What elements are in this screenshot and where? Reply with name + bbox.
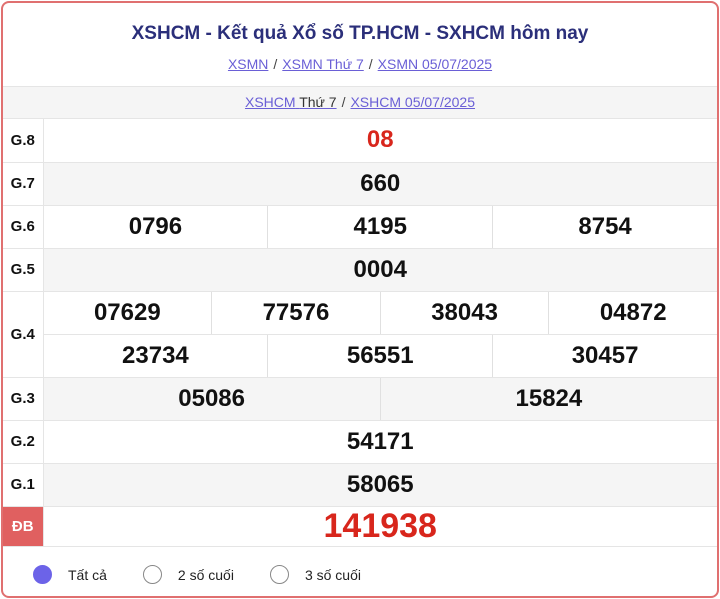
prize-value: 8754 [578, 212, 632, 240]
prize-label: G.4 [3, 291, 44, 378]
table-row: G.7 660 [3, 162, 717, 206]
prize-value: 30457 [571, 341, 639, 369]
radio-selected-icon[interactable] [33, 565, 52, 584]
prize-value: 660 [43, 162, 717, 206]
prize-value: 08 [43, 119, 717, 163]
prize-label: G.3 [3, 377, 44, 421]
prize-value: 77576 [212, 291, 381, 334]
prize-value: 58065 [43, 463, 717, 507]
sub-breadcrumb: XSHCM Thứ 7/XSHCM 05/07/2025 [3, 86, 717, 119]
prize-label: G.6 [3, 205, 44, 249]
prize-value: 15824 [515, 384, 583, 412]
prize-label: G.5 [3, 248, 44, 292]
prize-label: G.2 [3, 420, 44, 464]
special-prize-value: 141938 [43, 506, 717, 547]
filter-label: 3 số cuối [304, 566, 361, 583]
prize-value: 23734 [44, 334, 269, 377]
breadcrumb: XSMN / XSMN Thứ 7/XSMN 05/07/2025 [227, 56, 493, 72]
page-title: XSHCM - Kết quả Xổ số TP.HCM - SXHCM hôm… [131, 23, 589, 44]
radio-icon[interactable] [142, 565, 162, 584]
prize-value: 07629 [44, 291, 213, 334]
prize-value: 56551 [268, 334, 494, 377]
results-table: G.8 08 G.7 660 G.6 0796 4195 8754 G.5 0004 G.4… [3, 119, 717, 547]
table-row: G.1 58065 [3, 463, 717, 507]
table-row: G.3 05086 15824 [3, 377, 717, 421]
prize-label: G.1 [3, 463, 44, 507]
prize-label: G.7 [3, 162, 44, 206]
table-row: G.6 0796 4195 8754 [3, 205, 717, 249]
radio-icon[interactable] [269, 565, 289, 584]
prize-value: 54171 [43, 420, 717, 464]
prize-value: 4195 [268, 205, 494, 248]
prize-value: 05086 [44, 377, 381, 420]
link-xshcm-thu7[interactable]: XSHCM Thứ 7 [244, 94, 337, 110]
table-row: G.4 07629 77576 38043 04872 23734 56551 30457 [3, 291, 717, 378]
prize-label-special: ĐB [3, 506, 44, 547]
filter-last-2[interactable]: 2 số cuối [142, 565, 234, 584]
table-row: G.5 0004 [3, 248, 717, 292]
prize-value: 04872 [599, 298, 667, 326]
filter-label: Tất cả [68, 566, 107, 583]
prize-value: 38043 [381, 291, 550, 334]
link-xshcm-date[interactable]: XSHCM 05/07/2025 [350, 94, 475, 110]
prize-value: 0004 [43, 248, 717, 292]
table-row: G.8 08 [3, 119, 717, 163]
filter-last-3[interactable]: 3 số cuối [269, 565, 361, 584]
filter-all[interactable]: Tất cả [33, 565, 107, 584]
breadcrumb-xsmn-thu7[interactable]: XSMN Thứ 7 [282, 56, 364, 72]
table-row: ĐB 141938 [3, 506, 717, 547]
breadcrumb-xsmn-date[interactable]: XSMN 05/07/2025 [377, 56, 493, 72]
breadcrumb-xsmn[interactable]: XSMN [227, 56, 269, 72]
table-row: G.2 54171 [3, 420, 717, 464]
prize-label: G.8 [3, 119, 44, 163]
prize-value: 0796 [44, 205, 269, 248]
filter-label: 2 số cuối [177, 566, 234, 583]
digit-filter: Tất cả 2 số cuối 3 số cuối [3, 547, 717, 597]
